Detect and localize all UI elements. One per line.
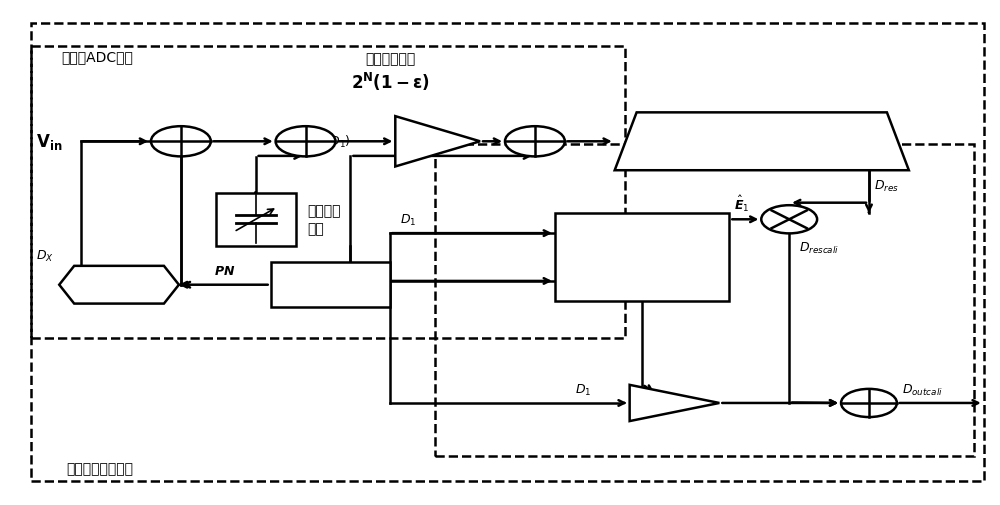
- Bar: [31, 46, 625, 338]
- Text: $\boldsymbol{D_X}$: $\boldsymbol{D_X}$: [36, 249, 54, 264]
- Text: 增益失配误差: 增益失配误差: [365, 52, 415, 66]
- Circle shape: [505, 127, 565, 157]
- Polygon shape: [615, 113, 909, 171]
- Bar: [216, 193, 296, 246]
- Text: $\mathbf{V_{in}}$: $\mathbf{V_{in}}$: [36, 132, 63, 152]
- Text: 注入: 注入: [322, 287, 339, 301]
- Text: $\boldsymbol{D_{res}}$: $\boldsymbol{D_{res}}$: [874, 178, 899, 193]
- Polygon shape: [395, 117, 480, 167]
- Text: 流水线ADC结构: 流水线ADC结构: [61, 49, 133, 64]
- Bar: [271, 263, 390, 308]
- Text: $\boldsymbol{D_1}$: $\boldsymbol{D_1}$: [575, 382, 591, 397]
- Text: $\boldsymbol{PN}$: $\boldsymbol{PN}$: [214, 265, 235, 278]
- Circle shape: [761, 206, 817, 234]
- Text: $\mathbf{2^N(1-\varepsilon)}$: $\mathbf{2^N(1-\varepsilon)}$: [351, 71, 430, 93]
- Text: Sub-ADC: Sub-ADC: [92, 280, 146, 290]
- Bar: [555, 214, 729, 301]
- Bar: [435, 144, 974, 456]
- Text: $\boldsymbol{D_1}$: $\boldsymbol{D_1}$: [400, 213, 417, 228]
- Polygon shape: [630, 385, 719, 421]
- Text: $\boldsymbol{D_{rescali}}$: $\boldsymbol{D_{rescali}}$: [799, 240, 839, 255]
- Text: 误差: 误差: [308, 222, 324, 236]
- Text: −: −: [155, 139, 171, 158]
- Text: 其余ADC部分: 其余ADC部分: [734, 135, 800, 149]
- Polygon shape: [59, 266, 179, 304]
- Text: 后台数字校准结构: 后台数字校准结构: [66, 462, 133, 475]
- Text: $\boldsymbol{D_{outcali}}$: $\boldsymbol{D_{outcali}}$: [902, 382, 943, 397]
- Text: +: +: [529, 134, 541, 149]
- Text: $\Delta(D_1)$: $\Delta(D_1)$: [316, 133, 350, 149]
- Text: $\hat{\boldsymbol{E}}_C$: $\hat{\boldsymbol{E}}_C$: [655, 391, 672, 411]
- Circle shape: [276, 127, 335, 157]
- Text: +: +: [299, 134, 312, 149]
- Text: 校准算法: 校准算法: [624, 250, 660, 265]
- Text: $\hat{\boldsymbol{E}}_1$: $\hat{\boldsymbol{E}}_1$: [734, 194, 750, 214]
- Text: 伪随机: 伪随机: [318, 272, 343, 286]
- Circle shape: [841, 389, 897, 417]
- Text: 电容失配: 电容失配: [308, 204, 341, 218]
- Circle shape: [151, 127, 211, 157]
- Text: +: +: [863, 396, 875, 411]
- Text: +: +: [177, 131, 189, 146]
